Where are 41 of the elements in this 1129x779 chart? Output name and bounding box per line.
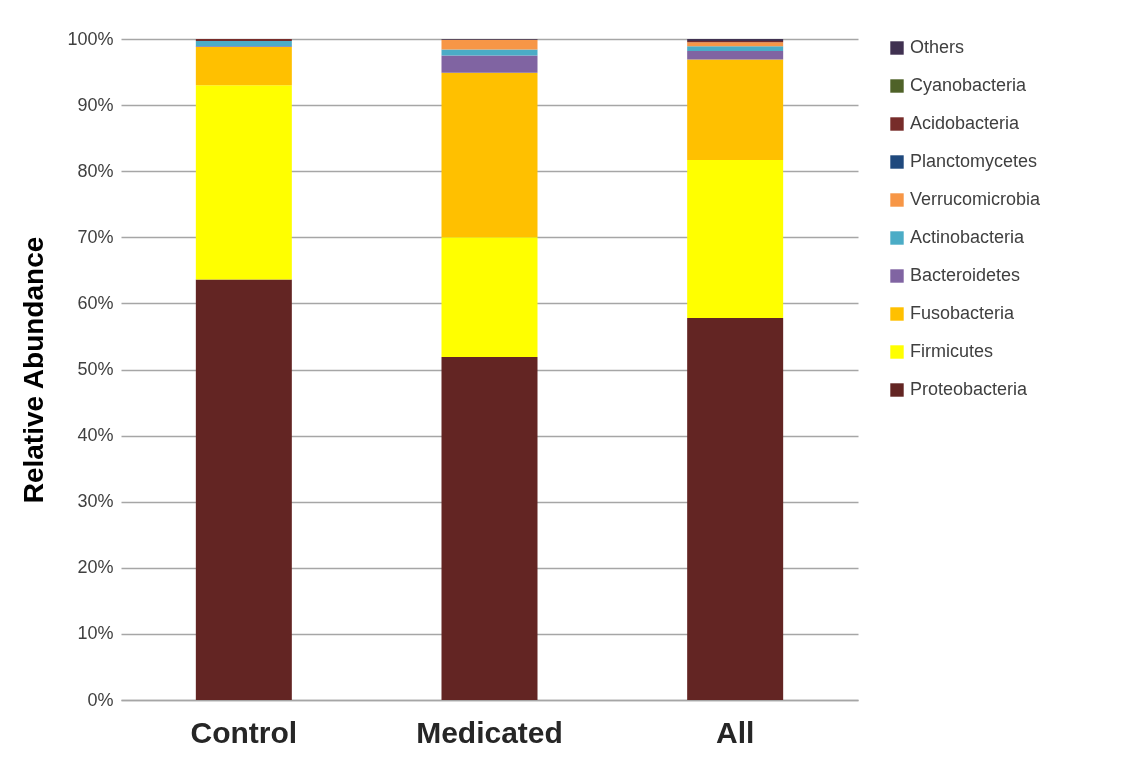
bar: [687, 317, 784, 700]
bar: [195, 85, 292, 280]
bar: [687, 59, 784, 160]
bar: [195, 46, 292, 86]
y-tick-label: 70%: [77, 226, 114, 247]
y-tick-label: 50%: [77, 359, 114, 379]
y-tick-label: 60%: [77, 292, 114, 313]
bar: [441, 55, 538, 73]
bar: [687, 159, 784, 318]
legend-label: Verrucomicrobia: [910, 189, 1042, 209]
y-tick-label: 80%: [77, 160, 114, 181]
bar: [441, 356, 538, 700]
bar: [441, 49, 538, 56]
legend-label: Planctomycetes: [910, 151, 1038, 171]
y-tick-label: 30%: [77, 491, 114, 512]
bar: [687, 42, 784, 47]
bar: [687, 46, 784, 51]
x-tick-label: Control: [190, 715, 298, 749]
legend-label: Bacteroidetes: [910, 265, 1021, 285]
legend-label: Actinobacteria: [910, 227, 1026, 247]
bar: [687, 50, 784, 60]
bar: [441, 39, 538, 50]
bar: [195, 40, 292, 47]
bar: [441, 237, 538, 357]
legend-label: Acidobacteria: [910, 113, 1021, 133]
y-tick-label: 0%: [87, 689, 114, 710]
y-axis-title: Relative Abundance: [18, 236, 50, 504]
legend-label: Firmicutes: [910, 341, 994, 361]
x-tick-label: All: [715, 715, 755, 749]
y-tick-label: 40%: [77, 425, 114, 446]
bar: [195, 279, 292, 700]
y-tick-label: 100%: [67, 28, 114, 49]
legend-label: Fusobacteria: [910, 303, 1016, 323]
bar: [441, 72, 538, 238]
y-tick-label: 20%: [77, 557, 114, 578]
x-tick-label: Medicated: [416, 715, 563, 749]
y-tick-label: 10%: [77, 623, 114, 644]
legend-label: Proteobacteria: [910, 379, 1029, 399]
y-tick-label: 90%: [77, 94, 114, 115]
legend-label: Others: [910, 37, 965, 57]
legend-label: Cyanobacteria: [910, 75, 1028, 95]
